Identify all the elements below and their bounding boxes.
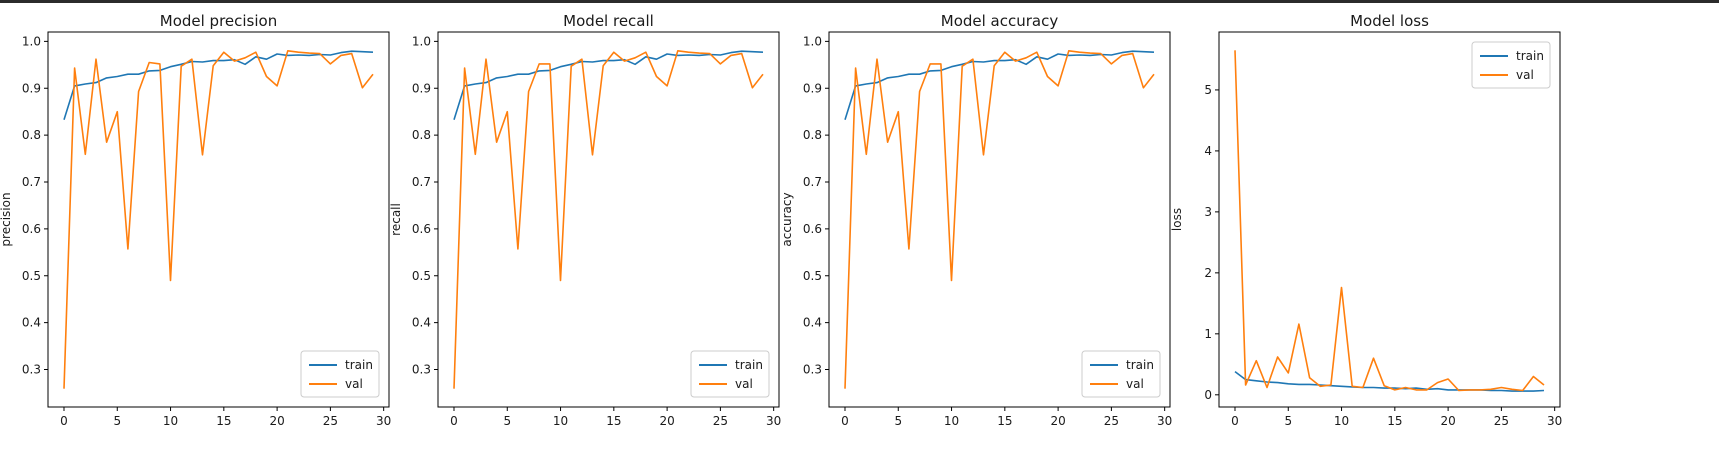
y-tick-label: 0.6 — [22, 222, 41, 236]
y-tick-label: 0.5 — [412, 269, 431, 283]
x-tick-label: 0 — [1231, 414, 1239, 428]
axes-frame — [1218, 31, 1561, 408]
y-tick-label: 1.0 — [803, 34, 822, 48]
legend-box — [690, 350, 770, 398]
x-tick-label: 25 — [323, 414, 338, 428]
x-tick-label: 10 — [163, 414, 178, 428]
x-tick-label: 20 — [1050, 414, 1065, 428]
y-tick-label: 0.6 — [412, 222, 431, 236]
y-tick-label: 0.3 — [412, 363, 431, 377]
x-tick-label: 10 — [944, 414, 959, 428]
y-tick-label: 0.4 — [803, 316, 822, 330]
x-tick-label: 15 — [1387, 414, 1402, 428]
y-tick-label: 2 — [1204, 266, 1212, 280]
x-tick-label: 20 — [659, 414, 674, 428]
y-tick-label: 0.5 — [22, 269, 41, 283]
x-tick-label: 0 — [60, 414, 68, 428]
x-tick-label: 10 — [1334, 414, 1349, 428]
legend: train val — [1081, 350, 1161, 398]
legend-label-val: val — [345, 377, 363, 391]
x-tick-label: 30 — [376, 414, 391, 428]
y-axis-label: loss — [1170, 208, 1184, 231]
chart-panel-loss: Model loss loss 0 5 10 15 20 25 30 0 1 2 3 4 5 train val — [1170, 12, 1562, 428]
y-tick-label: 1.0 — [22, 34, 41, 48]
legend-label-train: train — [345, 358, 373, 372]
legend: train val — [690, 350, 770, 398]
y-tick-label: 0 — [1204, 388, 1212, 402]
chart-panel-recall: Model recall recall 0 5 10 15 20 25 30 0.3 0.4 0.5 0… — [389, 12, 781, 428]
x-tick-label: 30 — [1547, 414, 1562, 428]
legend-label-val: val — [1126, 377, 1144, 391]
x-tick-label: 30 — [1157, 414, 1172, 428]
y-tick-label: 4 — [1204, 144, 1212, 158]
y-tick-label: 0.9 — [22, 81, 41, 95]
y-tick-label: 0.3 — [803, 363, 822, 377]
y-tick-label: 0.7 — [803, 175, 822, 189]
legend-label-val: val — [735, 377, 753, 391]
y-tick-label: 5 — [1204, 83, 1212, 97]
x-tick-label: 0 — [841, 414, 849, 428]
y-tick-label: 0.6 — [803, 222, 822, 236]
series-line-val — [453, 49, 764, 389]
x-tick-label: 30 — [766, 414, 781, 428]
y-tick-label: 0.9 — [412, 81, 431, 95]
legend: train val — [1471, 41, 1551, 89]
y-tick-label: 0.7 — [412, 175, 431, 189]
x-tick-label: 0 — [450, 414, 458, 428]
chart-panel-precision: Model precision precision 0 5 10 15 20 25 30 0.3 0… — [0, 12, 391, 428]
series-line-val — [63, 49, 374, 389]
legend-box — [1081, 350, 1161, 398]
y-tick-label: 0.4 — [412, 316, 431, 330]
legend-label-train: train — [1516, 49, 1544, 63]
x-tick-label: 20 — [1440, 414, 1455, 428]
legend-label-train: train — [1126, 358, 1154, 372]
x-tick-label: 25 — [1494, 414, 1509, 428]
legend-label-train: train — [735, 358, 763, 372]
chart-title: Model precision — [160, 12, 277, 30]
y-tick-label: 1 — [1204, 327, 1212, 341]
legend-label-val: val — [1516, 68, 1534, 82]
x-tick-label: 5 — [894, 414, 902, 428]
x-tick-label: 15 — [997, 414, 1012, 428]
axes-frame — [47, 31, 390, 408]
y-tick-label: 0.5 — [803, 269, 822, 283]
y-axis-label: precision — [0, 192, 13, 246]
y-tick-label: 0.8 — [22, 128, 41, 142]
x-tick-label: 25 — [1104, 414, 1119, 428]
x-tick-label: 5 — [113, 414, 121, 428]
chart-panel-accuracy: Model accuracy accuracy 0 5 10 15 20 25 30 0.3 0.4… — [780, 12, 1172, 428]
y-tick-label: 0.4 — [22, 316, 41, 330]
y-tick-label: 0.9 — [803, 81, 822, 95]
legend: train val — [300, 350, 380, 398]
x-tick-label: 25 — [713, 414, 728, 428]
x-tick-label: 5 — [1284, 414, 1292, 428]
y-tick-label: 0.8 — [803, 128, 822, 142]
axes-frame — [828, 31, 1171, 408]
y-tick-label: 0.8 — [412, 128, 431, 142]
window-top-border — [0, 0, 1719, 3]
x-tick-label: 15 — [606, 414, 621, 428]
x-tick-label: 5 — [503, 414, 511, 428]
y-axis-label: recall — [389, 203, 403, 236]
x-tick-label: 10 — [553, 414, 568, 428]
chart-title: Model loss — [1350, 12, 1429, 30]
y-tick-label: 0.7 — [22, 175, 41, 189]
chart-title: Model recall — [563, 12, 654, 30]
legend-box — [1471, 41, 1551, 89]
y-axis-label: accuracy — [780, 192, 794, 246]
series-line-val — [1234, 50, 1545, 392]
series-line-val — [844, 49, 1155, 389]
y-tick-label: 0.3 — [22, 363, 41, 377]
x-tick-label: 20 — [269, 414, 284, 428]
chart-title: Model accuracy — [941, 12, 1059, 30]
y-tick-label: 1.0 — [412, 34, 431, 48]
y-tick-label: 3 — [1204, 205, 1212, 219]
x-tick-label: 15 — [216, 414, 231, 428]
legend-box — [300, 350, 380, 398]
axes-frame — [437, 31, 780, 408]
